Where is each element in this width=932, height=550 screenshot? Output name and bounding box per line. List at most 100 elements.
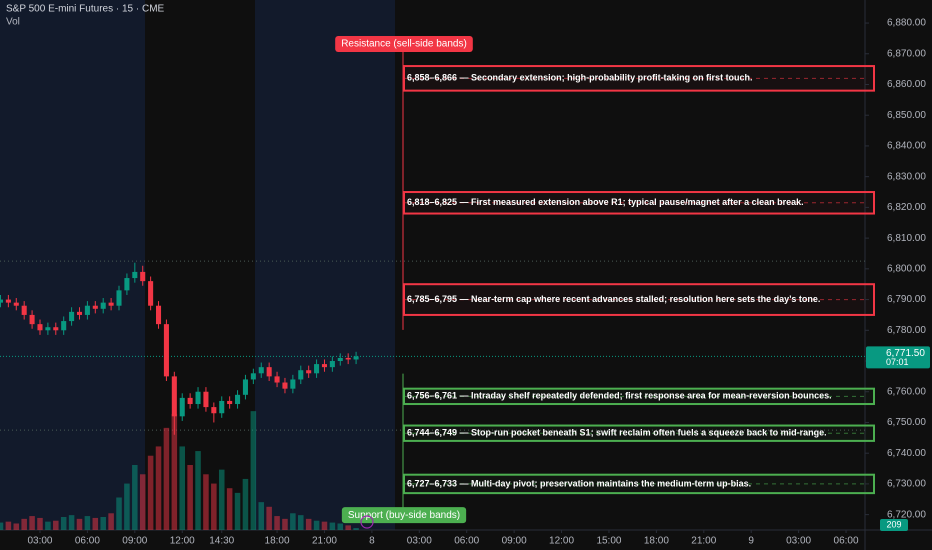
- candle-body: [266, 367, 272, 377]
- volume-bar: [155, 446, 162, 530]
- volume-tag-label: 209: [886, 519, 901, 529]
- x-tick-label: 12:00: [549, 536, 574, 547]
- y-tick-label: 6,750.00: [887, 417, 926, 428]
- candle-body: [61, 321, 67, 331]
- x-tick-label: 03:00: [407, 536, 432, 547]
- candle-body: [329, 361, 335, 368]
- zone-group-title: Resistance (sell-side bands): [341, 39, 467, 50]
- x-tick-label: 15:00: [596, 536, 621, 547]
- y-tick-label: 6,740.00: [887, 448, 926, 459]
- volume-bar: [226, 488, 233, 530]
- volume-bar: [92, 517, 99, 530]
- volume-bar: [132, 465, 138, 530]
- y-tick-label: 6,880.00: [887, 18, 926, 29]
- volume-bar: [108, 513, 114, 530]
- y-tick-label: 6,790.00: [887, 294, 926, 305]
- candle-body: [13, 302, 19, 306]
- background-layer: [0, 260, 865, 431]
- zone-label: 6,727–6,733 — Multi-day pivot; preservat…: [407, 478, 751, 488]
- session-shade: [255, 0, 395, 530]
- x-tick-label: 18:00: [644, 536, 669, 547]
- volume-bar: [234, 492, 241, 530]
- session-shade: [0, 0, 145, 530]
- candle-body: [171, 376, 177, 417]
- candle-body: [337, 357, 343, 362]
- x-tick-label: 09:00: [502, 536, 527, 547]
- x-tick-label: 9: [748, 536, 754, 547]
- x-tick-label: 09:00: [122, 536, 147, 547]
- volume-bar: [0, 522, 4, 530]
- candle-body: [140, 271, 146, 282]
- volume-bar: [5, 521, 12, 530]
- volume-bar: [282, 518, 288, 530]
- zone-group-badge: [335, 36, 473, 53]
- candle-body: [211, 407, 217, 414]
- candle-body: [0, 299, 4, 303]
- y-tick-label: 6,860.00: [887, 79, 926, 90]
- volume-bar: [147, 455, 154, 530]
- x-tick-label: 18:00: [265, 536, 290, 547]
- candle-body: [53, 327, 59, 331]
- volume-bar: [250, 411, 257, 530]
- candle-body: [132, 271, 138, 279]
- candle-body: [155, 305, 162, 325]
- candle-body: [306, 370, 312, 374]
- candle-body: [116, 290, 122, 306]
- y-tick-label: 6,780.00: [887, 325, 926, 336]
- candle-body: [92, 305, 98, 309]
- volume-bar: [60, 517, 67, 530]
- y-tick-label: 6,870.00: [887, 48, 926, 59]
- candle-body: [314, 364, 320, 374]
- volume-tag: [880, 519, 908, 531]
- candle-body: [100, 302, 106, 309]
- x-tick-label: 06:00: [454, 536, 479, 547]
- candle-body: [84, 305, 90, 315]
- x-tick-label: 06:00: [834, 536, 859, 547]
- last-price-tag: [866, 346, 930, 369]
- x-tick-label: 14:30: [209, 536, 234, 547]
- zone-label: 6,818–6,825 — First measured extension a…: [407, 197, 804, 207]
- candle-body: [250, 373, 256, 380]
- volume-bar: [139, 474, 146, 530]
- candle-body: [5, 299, 11, 303]
- volume-bar: [313, 520, 320, 530]
- last-price-label: 6,771.50: [886, 348, 925, 359]
- volume-bar: [124, 483, 130, 530]
- volume-bar: [37, 517, 43, 530]
- candle-body: [124, 278, 130, 291]
- volume-bar: [305, 518, 312, 530]
- x-tick-label: 12:00: [170, 536, 195, 547]
- volume-bar: [100, 517, 106, 530]
- volume-bar: [218, 469, 225, 530]
- candle-body: [345, 357, 351, 360]
- x-tick-label: 06:00: [75, 536, 100, 547]
- volume-bar: [45, 521, 51, 530]
- x-tick-label: 03:00: [786, 536, 811, 547]
- zone-group-title: Support (buy-side bands): [348, 510, 460, 521]
- y-tick-label: 6,820.00: [887, 202, 926, 213]
- y-tick-label: 6,800.00: [887, 263, 926, 274]
- chart-title: S&P 500 E-mini Futures · 15 · CME: [6, 4, 165, 15]
- y-tick-label: 6,840.00: [887, 141, 926, 152]
- volume-bar: [321, 521, 328, 530]
- volume-layer: [0, 411, 359, 530]
- axes-layer: 6,880.00 6,870.00 6,860.00 6,850.00 6,840.00…: [27, 18, 930, 547]
- volume-bar: [187, 465, 193, 530]
- candle-body: [290, 379, 296, 389]
- candle-body: [298, 370, 304, 380]
- zone-label: 6,785–6,795 — Near-term cap where recent…: [407, 294, 820, 304]
- candle-body: [227, 400, 233, 405]
- candle-body: [29, 314, 35, 325]
- y-tick-label: 6,730.00: [887, 479, 926, 490]
- candle-body: [235, 394, 241, 405]
- volume-bar: [163, 427, 170, 530]
- y-tick-label: 6,850.00: [887, 110, 926, 121]
- volume-bar: [353, 528, 359, 530]
- candle-body: [148, 281, 154, 306]
- candles-layer: [0, 262, 359, 435]
- zone-label: 6,858–6,866 — Secondary extension; high-…: [407, 73, 753, 83]
- candle-body: [21, 305, 27, 315]
- indicator-label: Vol: [6, 17, 20, 28]
- x-tick-label: 21:00: [691, 536, 716, 547]
